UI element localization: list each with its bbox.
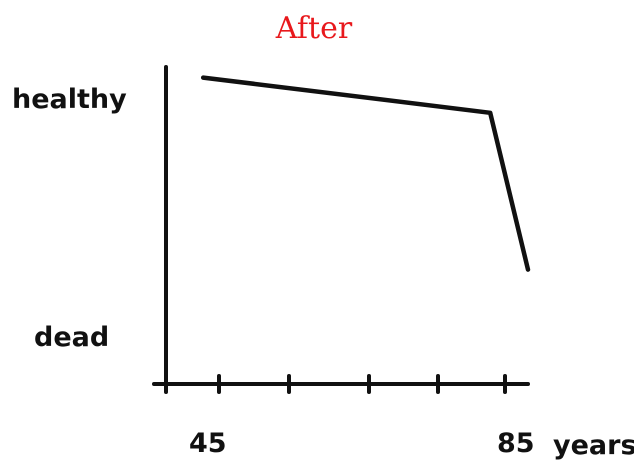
chart-title: After xyxy=(275,11,353,46)
y-tick-label-dead: dead xyxy=(34,322,109,353)
x-axis-label: years xyxy=(553,430,634,461)
x-tick-label-45: 45 xyxy=(189,428,227,459)
health-line xyxy=(200,75,531,272)
x-tick-label-85: 85 xyxy=(497,428,535,459)
y-tick-label-healthy: healthy xyxy=(12,84,127,115)
x-ticks xyxy=(217,374,507,394)
